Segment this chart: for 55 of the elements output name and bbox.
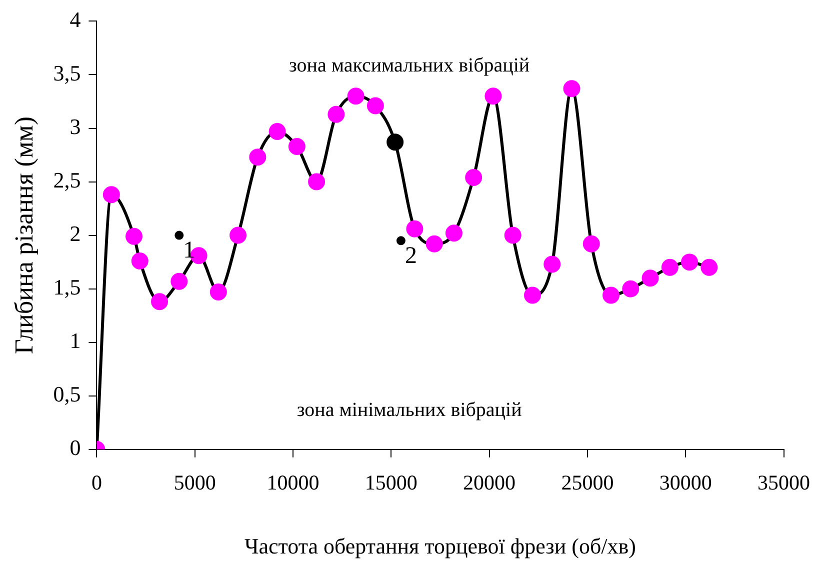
point: [426, 235, 443, 252]
annotation: зона максимальних вібрацій: [288, 54, 530, 76]
annotation: зона мінімальних вібрацій: [296, 399, 522, 422]
annotation: 1: [183, 238, 196, 264]
point: [524, 286, 541, 304]
x-tick-label: 20000: [463, 470, 516, 495]
y-tick-label: 0: [70, 435, 81, 460]
point: [700, 258, 718, 276]
point: [661, 258, 678, 276]
point: [544, 256, 561, 273]
point: [151, 293, 168, 310]
point: [642, 270, 659, 287]
x-tick-label: 15000: [364, 470, 418, 495]
x-tick-label: 35000: [758, 470, 810, 495]
point: [308, 173, 326, 190]
point: [131, 252, 148, 270]
point: [125, 228, 142, 245]
point: [445, 224, 462, 242]
x-tick-label: 30000: [659, 470, 712, 495]
point: [504, 226, 522, 244]
y-tick-label: 2,5: [53, 168, 81, 193]
point: [484, 88, 502, 105]
point: [170, 272, 188, 290]
point: [210, 284, 227, 301]
x-tick-label: 10000: [266, 470, 320, 495]
point: [268, 122, 286, 140]
point: [347, 88, 364, 105]
point: [602, 286, 620, 304]
y-tick-label: 1: [70, 328, 81, 354]
y-tick-label: 1,5: [53, 274, 81, 300]
point: [230, 226, 247, 244]
y-tick-label: 3,5: [53, 60, 81, 86]
point: [563, 80, 580, 98]
x-axis-title: Частота обертання торцевої фрези (об/хв): [244, 534, 636, 559]
y-tick-label: 3: [70, 114, 81, 140]
annotation: 2: [404, 242, 417, 269]
point: [681, 254, 698, 271]
y-tick-label: 0,5: [53, 382, 81, 407]
point: [622, 280, 640, 298]
y-tick-label: 2: [70, 221, 81, 246]
x-tick-label: 25000: [561, 470, 614, 495]
point: [396, 236, 406, 246]
point: [366, 97, 384, 114]
point: [288, 138, 306, 155]
point: [406, 220, 424, 238]
point: [582, 235, 600, 252]
y-tick-label: 4: [70, 6, 81, 32]
point: [174, 230, 184, 240]
point: [102, 186, 120, 204]
x-tick-label: 5000: [174, 470, 216, 495]
point: [249, 148, 266, 166]
point: [465, 168, 482, 186]
point: [328, 106, 345, 123]
x-tick-label: 0: [91, 470, 102, 495]
y-axis-title: Глибина різання (мм): [9, 116, 38, 354]
